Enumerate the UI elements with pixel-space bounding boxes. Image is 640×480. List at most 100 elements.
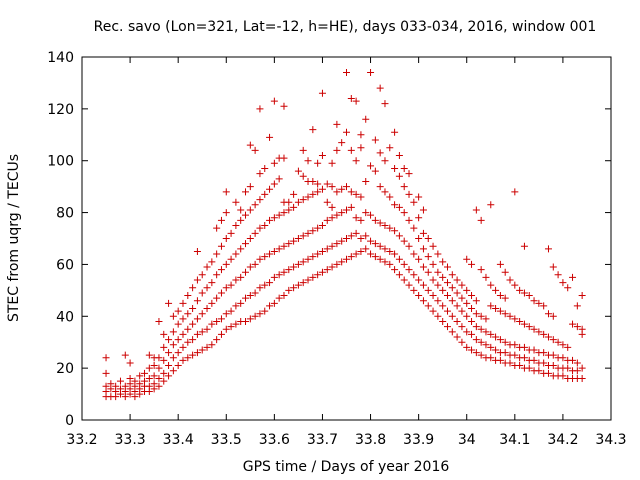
data-point (511, 188, 519, 196)
data-point (328, 183, 336, 191)
data-point (352, 229, 360, 237)
data-point (395, 232, 403, 240)
data-point (333, 211, 341, 219)
data-point (511, 315, 519, 323)
data-point (343, 206, 350, 214)
data-point (530, 346, 538, 354)
data-point (352, 250, 360, 258)
data-point (232, 222, 240, 230)
data-point (338, 258, 346, 266)
data-point (381, 100, 389, 108)
data-point (482, 273, 490, 281)
data-point (318, 247, 326, 255)
data-point (299, 196, 307, 204)
data-point (184, 325, 192, 333)
data-point (395, 255, 403, 263)
data-point (309, 273, 317, 281)
data-point (299, 172, 307, 180)
x-tick-label: 34.1 (499, 432, 530, 448)
data-point (179, 356, 187, 364)
data-point (266, 216, 274, 224)
data-point (434, 312, 442, 320)
data-point (155, 375, 163, 383)
data-point (208, 341, 216, 349)
data-point (540, 302, 548, 310)
data-point (280, 292, 288, 300)
x-tick-label: 34 (458, 432, 476, 448)
data-point (309, 227, 317, 235)
data-point (116, 377, 124, 385)
data-point (386, 247, 394, 255)
data-point (299, 146, 307, 154)
data-point (275, 294, 283, 302)
data-point (213, 224, 221, 232)
data-point (472, 336, 480, 344)
data-point (468, 317, 476, 325)
data-point (222, 260, 230, 268)
data-point (145, 375, 153, 383)
data-point (227, 307, 235, 315)
data-point (496, 356, 504, 364)
data-point (261, 164, 269, 172)
data-point (246, 206, 254, 214)
data-point (208, 320, 216, 328)
data-point (261, 281, 269, 289)
data-point (347, 188, 355, 196)
data-point (477, 312, 485, 320)
data-point (496, 307, 504, 315)
data-point (328, 214, 336, 222)
data-point (217, 289, 225, 297)
data-point (155, 317, 163, 325)
data-point (174, 349, 182, 357)
data-point (333, 260, 341, 268)
data-point (511, 341, 519, 349)
data-point (362, 209, 370, 217)
data-point (169, 341, 177, 349)
data-point (112, 382, 120, 390)
data-point (290, 190, 298, 198)
data-point (371, 167, 379, 175)
data-point (511, 351, 519, 359)
data-point (285, 198, 293, 206)
data-point (487, 354, 495, 362)
data-point (530, 325, 538, 333)
data-point (242, 240, 250, 248)
data-point (318, 89, 326, 97)
data-point (280, 102, 288, 110)
data-point (357, 235, 365, 242)
data-point (189, 351, 197, 359)
data-point (391, 250, 399, 258)
data-point (203, 284, 211, 292)
data-point (169, 367, 177, 375)
data-point (472, 310, 480, 318)
data-point (463, 299, 471, 307)
data-point (314, 271, 322, 279)
data-point (520, 343, 528, 351)
data-point (131, 377, 139, 385)
data-point (487, 302, 495, 310)
data-point (165, 372, 173, 380)
data-point (443, 292, 451, 300)
data-point (400, 237, 408, 245)
data-point (386, 144, 394, 152)
data-point (458, 338, 466, 346)
data-point (242, 294, 250, 302)
data-point (477, 351, 485, 359)
data-point (424, 253, 432, 261)
data-point (468, 330, 476, 338)
y-tick-label: 140 (47, 50, 74, 66)
data-point (333, 188, 341, 196)
data-point (174, 307, 182, 315)
data-point (304, 276, 312, 284)
data-point (309, 190, 317, 198)
x-axis-label: GPS time / Days of year 2016 (243, 459, 450, 475)
data-point (520, 354, 528, 362)
data-point (227, 229, 235, 237)
data-point (222, 188, 230, 196)
data-point (362, 232, 370, 240)
data-point (501, 349, 509, 357)
data-point (294, 198, 302, 206)
data-point (304, 193, 312, 201)
data-point (203, 263, 211, 271)
